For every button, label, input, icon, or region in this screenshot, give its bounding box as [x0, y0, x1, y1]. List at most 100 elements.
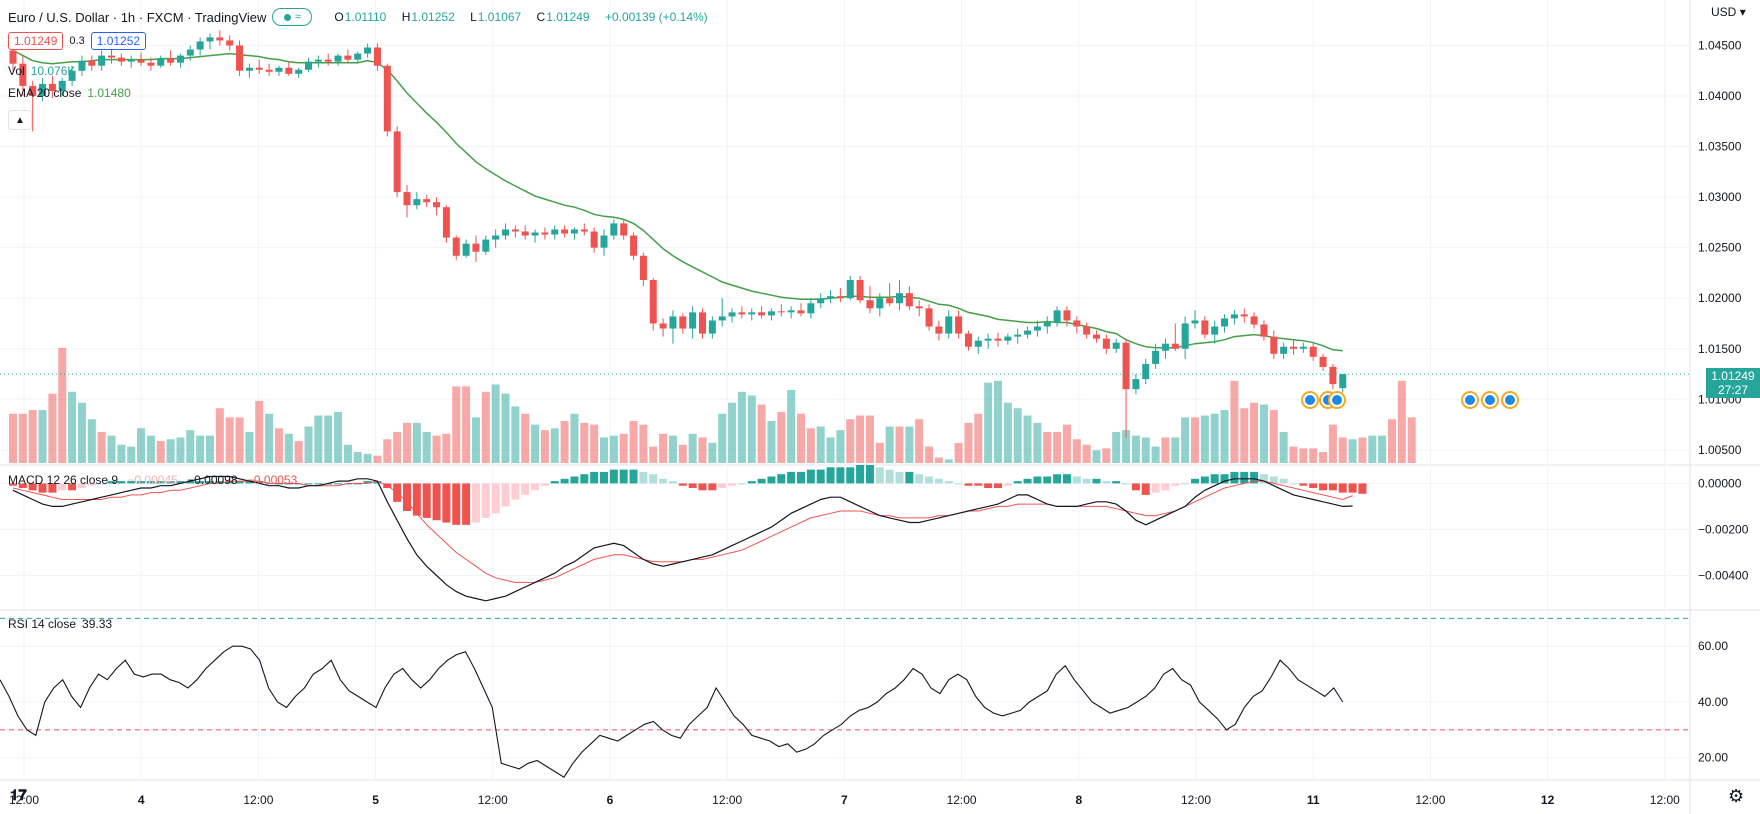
- candle-body: [827, 296, 835, 299]
- volume-bar: [265, 413, 274, 463]
- macd-line: [12, 475, 1353, 602]
- volume-bar: [1299, 448, 1308, 463]
- volume-bar: [1289, 446, 1298, 463]
- candle-body: [19, 63, 27, 86]
- candle-body: [413, 199, 421, 206]
- macd-histogram-bar: [609, 469, 618, 484]
- candle-body: [29, 85, 37, 97]
- macd-histogram-bar: [511, 483, 520, 500]
- candle-body: [108, 55, 115, 58]
- candle-body: [767, 311, 775, 316]
- volume-bar: [767, 421, 776, 463]
- volume-bar: [383, 439, 392, 463]
- macd-histogram-bar: [885, 469, 894, 484]
- volume-bar: [609, 435, 618, 463]
- candle-body: [974, 340, 982, 347]
- rsi-legend[interactable]: RSI 14 close 39.33: [8, 617, 113, 631]
- chevron-down-icon: ▾: [1739, 5, 1746, 19]
- volume-legend[interactable]: Vol 10.076K: [8, 64, 76, 78]
- volume-bar: [708, 442, 717, 463]
- macd-histogram-bar: [1082, 478, 1091, 484]
- volume-bar: [373, 455, 382, 463]
- collapse-legend-button[interactable]: ▲: [8, 110, 32, 130]
- volume-bar: [1181, 417, 1190, 463]
- volume-bar: [639, 424, 648, 463]
- candle-body: [797, 310, 805, 314]
- volume-bar: [944, 459, 953, 463]
- volume-bar: [1407, 417, 1416, 463]
- macd-histogram-bar: [1131, 483, 1140, 491]
- x-tick-label: 12:00: [9, 793, 39, 807]
- macd-histogram-bar: [462, 483, 471, 525]
- macd-histogram-bar: [747, 481, 756, 484]
- volume-bar: [1003, 402, 1012, 463]
- x-tick-label: 7: [841, 793, 848, 807]
- volume-bar: [954, 442, 963, 463]
- x-tick-label: 12:00: [478, 793, 508, 807]
- candle-body: [1221, 318, 1229, 327]
- volume-bar: [215, 408, 224, 463]
- flag-events-icon: [1465, 395, 1475, 405]
- candle-body: [531, 232, 539, 236]
- macd-histogram-bar: [1348, 483, 1357, 493]
- candle-body: [1290, 346, 1297, 349]
- x-tick-label: 12:00: [243, 793, 273, 807]
- macd-histogram-bar: [787, 471, 796, 484]
- tradingview-logo-icon[interactable]: 𝟏𝟕: [10, 787, 27, 804]
- volume-bar: [274, 428, 283, 463]
- candle-body: [393, 131, 401, 193]
- volume-bar: [491, 384, 500, 463]
- macd-histogram-bar: [481, 483, 490, 518]
- macd-histogram-bar: [836, 467, 845, 484]
- volume-bar: [1338, 437, 1347, 463]
- macd-histogram-bar: [777, 474, 786, 484]
- candle-body: [472, 243, 480, 252]
- volume-bar: [757, 404, 766, 463]
- market-status-pill[interactable]: ≈: [272, 8, 313, 26]
- macd-histogram-bar: [1013, 481, 1022, 484]
- candle-body: [364, 47, 372, 54]
- market-open-dot-icon: [283, 13, 291, 21]
- candle-body: [994, 338, 1002, 341]
- y-tick-label: 1.03000: [1698, 190, 1742, 204]
- volume-bar: [1151, 446, 1160, 463]
- gear-icon[interactable]: ⚙: [1728, 786, 1745, 806]
- volume-bar: [481, 391, 490, 463]
- macd-histogram-bar: [1328, 483, 1337, 491]
- x-tick-label: 12: [1541, 793, 1555, 807]
- candle-body: [639, 255, 647, 281]
- macd-histogram-bar: [1053, 474, 1062, 484]
- candle-body: [206, 37, 214, 42]
- macd-histogram-bar: [1259, 474, 1268, 484]
- sell-button[interactable]: 1.01249: [8, 32, 64, 50]
- candle-body: [137, 59, 145, 63]
- volume-bar: [1388, 419, 1396, 463]
- macd-histogram-bar: [767, 476, 776, 484]
- currency-selector[interactable]: USD ▾: [1711, 5, 1746, 19]
- volume-bar: [619, 433, 628, 463]
- ema-legend[interactable]: EMA 20 close 1.01480: [8, 86, 131, 100]
- candle-body: [689, 312, 697, 329]
- volume-bar: [1072, 439, 1081, 463]
- macd-legend[interactable]: MACD 12 26 close 9 −0.00045 −0.00098 −0.…: [8, 473, 298, 487]
- symbol-title[interactable]: Euro / U.S. Dollar · 1h · FXCM · Trading…: [8, 9, 267, 25]
- volume-bar: [846, 419, 855, 463]
- volume-bar: [688, 433, 697, 463]
- volume-bar: [629, 421, 638, 463]
- candle-body: [1181, 323, 1189, 349]
- candle-body: [216, 37, 224, 41]
- buy-button[interactable]: 1.01252: [90, 32, 147, 50]
- macd-histogram-bar: [600, 471, 608, 484]
- macd-histogram-bar: [984, 483, 993, 489]
- macd-histogram-bar: [1279, 478, 1288, 484]
- candle-body: [817, 298, 825, 304]
- candle-body: [442, 207, 450, 238]
- candle-body: [925, 308, 933, 327]
- volume-bar: [1240, 408, 1249, 463]
- macd-histogram-bar: [274, 483, 283, 485]
- candle-body: [886, 298, 894, 304]
- macd-histogram-bar: [225, 481, 234, 484]
- macd-histogram-bar: [127, 481, 136, 484]
- candle-body: [1053, 310, 1061, 323]
